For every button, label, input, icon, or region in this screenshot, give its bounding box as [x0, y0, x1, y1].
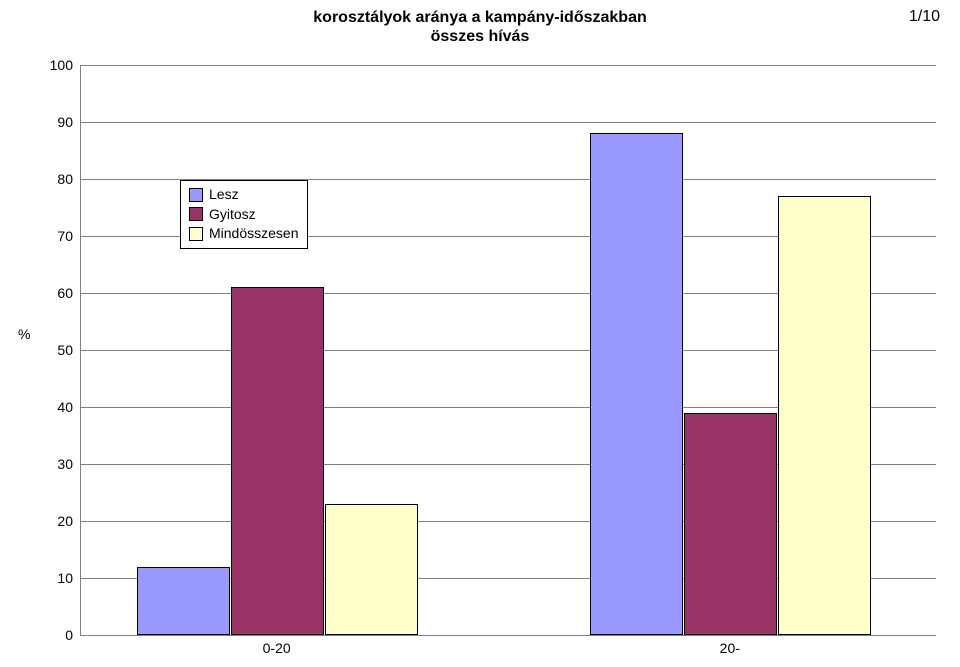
- legend-swatch: [189, 227, 203, 241]
- legend-item: Lesz: [189, 185, 299, 205]
- y-tick-label: 40: [41, 399, 73, 415]
- y-tick-label: 0: [41, 627, 73, 643]
- legend-swatch: [189, 188, 203, 202]
- bar-mindösszesen: [778, 196, 871, 635]
- x-tick-label: 0-20: [263, 640, 291, 656]
- y-tick-label: 100: [41, 57, 73, 73]
- y-tick-label: 10: [41, 570, 73, 586]
- y-tick-label: 50: [41, 342, 73, 358]
- bar-gyitosz: [231, 287, 324, 635]
- plot-area: 0102030405060708090100: [80, 65, 936, 636]
- page-indicator: 1/10: [909, 8, 940, 26]
- chart-title-line1: korosztályok aránya a kampány-időszakban: [313, 9, 646, 26]
- chart-container: korosztályok aránya a kampány-időszakban…: [0, 0, 960, 667]
- gridline: [81, 65, 936, 66]
- bar-lesz: [590, 133, 683, 635]
- gridline: [81, 122, 936, 123]
- legend: LeszGyitoszMindösszesen: [180, 180, 308, 249]
- chart-title-line2: összes hívás: [431, 28, 530, 45]
- y-tick-label: 20: [41, 513, 73, 529]
- y-axis-label: %: [18, 326, 30, 342]
- bar-gyitosz: [684, 413, 777, 635]
- bar-mindösszesen: [325, 504, 418, 635]
- y-tick-label: 80: [41, 171, 73, 187]
- legend-label: Lesz: [209, 185, 239, 205]
- legend-label: Mindösszesen: [209, 224, 299, 244]
- legend-label: Gyitosz: [209, 205, 256, 225]
- legend-item: Gyitosz: [189, 205, 299, 225]
- legend-swatch: [189, 207, 203, 221]
- y-tick-label: 70: [41, 228, 73, 244]
- y-tick-label: 30: [41, 456, 73, 472]
- legend-item: Mindösszesen: [189, 224, 299, 244]
- y-tick-label: 90: [41, 114, 73, 130]
- y-tick-label: 60: [41, 285, 73, 301]
- x-tick-label: 20-: [720, 640, 740, 656]
- bar-lesz: [137, 567, 230, 635]
- x-axis-labels: 0-20 20-: [80, 640, 935, 660]
- chart-title: korosztályok aránya a kampány-időszakban…: [0, 8, 960, 46]
